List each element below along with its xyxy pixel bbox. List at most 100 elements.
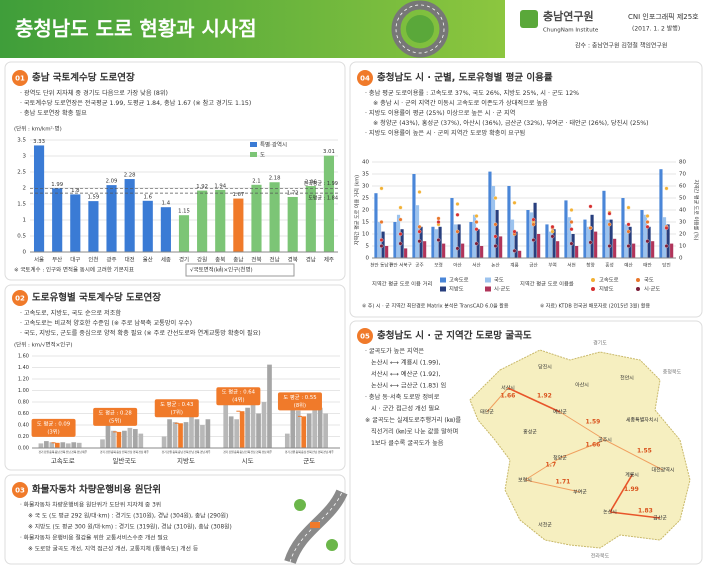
bar: [377, 222, 382, 258]
y-tick-label: 1.5: [17, 202, 26, 208]
point: [417, 190, 422, 194]
bar: [178, 423, 183, 448]
x-tick-label: 경북: [288, 257, 298, 264]
point: [474, 214, 479, 218]
y-tick-label: 0.40: [18, 423, 29, 429]
y2-axis-title: 지역간 평균 도로 이용률 (%): [693, 179, 700, 240]
bullet-text: ※ 지방도 (도 평균 300 원/대·km) : 경기도 (319원), 경남…: [28, 523, 232, 531]
bar: [434, 229, 439, 258]
bar-name: 경남: [77, 450, 83, 454]
curvature-value: 1.66: [586, 442, 601, 449]
curvature-link: [524, 457, 561, 481]
annotation-label: 도 평균 : 0.64: [222, 389, 256, 396]
bar: [160, 207, 171, 252]
bar: [122, 430, 127, 448]
y-tick-label: 20: [362, 208, 369, 214]
section-title: 충청남도 시 · 군별, 도로유형별 평균 이용률: [377, 72, 553, 84]
legend-label: 지방도: [599, 285, 614, 293]
y-tick-label: 25: [362, 196, 369, 202]
bullet-text: · 국토계수당 도로연장은 전국평균 1.99, 도평균 1.84, 충남 1.…: [20, 99, 251, 107]
annotation-rank: (4위): [232, 396, 244, 404]
legend-title: 지역간 평균 도로 이용률: [520, 280, 574, 288]
point: [569, 208, 574, 212]
section-number: 04: [360, 75, 370, 83]
x-tick-label: 금산: [529, 262, 538, 269]
legend-swatch: [440, 286, 446, 292]
supervisor: 감수 : 충남연구원 김형철 책임연구원: [575, 42, 667, 50]
section-title: 충남 국토계수당 도로연장: [32, 72, 135, 84]
y-tick-label: 1: [23, 218, 27, 224]
x-tick-label: 제주: [324, 256, 334, 264]
point: [588, 240, 593, 245]
x-tick-label: 인천: [88, 256, 98, 264]
bar-name: 전북: [245, 450, 251, 454]
bar: [127, 427, 133, 448]
bar-name: 경기: [100, 450, 106, 454]
x-tick-label: 보령: [434, 262, 442, 269]
point: [512, 248, 517, 253]
bar: [124, 179, 135, 252]
panel: [4, 474, 346, 565]
bar-name: 경북: [194, 450, 200, 454]
footnote: ※ 주) 시 · 군 지역간 최단경로 Matrix 분석은 TransCAD …: [362, 303, 509, 310]
x-tick-label: 일반국도: [112, 456, 136, 465]
curvature-value: 1.59: [586, 419, 601, 426]
annotation-rank: (5위): [109, 416, 121, 424]
y-tick-label: 10: [362, 232, 369, 238]
bar: [643, 214, 648, 258]
bar: [49, 442, 55, 448]
bar: [564, 200, 568, 258]
point: [550, 229, 555, 234]
bar: [306, 413, 312, 448]
bar: [138, 433, 144, 448]
bar: [197, 190, 208, 252]
bullet-text: ※ 도로망 굴곡도 개선, 지역 접근성 개선, 교통지체 (통행속도) 개선 …: [28, 545, 199, 553]
point: [626, 205, 631, 210]
bar: [431, 226, 435, 258]
bar-name: 경기: [223, 450, 229, 454]
bar: [250, 404, 256, 448]
x-tick-label: 홍성: [605, 262, 613, 269]
x-tick-label: 지방도: [177, 456, 195, 465]
formula-box: [185, 263, 295, 277]
bar: [552, 229, 556, 258]
bullet-text: ※ 굴곡도는 실제도로주행거리 (㎞)를: [365, 416, 461, 424]
value-label: 2.18: [269, 176, 281, 182]
x-tick-label: 경남: [306, 256, 316, 264]
point: [531, 238, 536, 242]
point: [455, 202, 460, 206]
legend-swatch: [440, 277, 446, 283]
bar: [65, 443, 71, 448]
point: [493, 244, 498, 248]
x-tick-label: 부산: [52, 256, 62, 264]
bar: [415, 205, 420, 258]
bar: [52, 188, 63, 252]
y2-tick-label: 0: [679, 256, 683, 262]
legend-label: 도: [260, 152, 265, 159]
point: [436, 216, 441, 221]
legend-label: 시·군도: [644, 286, 660, 293]
curvature-value: 1.7: [546, 462, 557, 469]
annotation-label: 도 평균 : 0.55: [283, 394, 316, 401]
bar: [200, 425, 205, 448]
bar-name: 충남: [55, 450, 61, 454]
bar: [457, 224, 461, 258]
point: [645, 220, 650, 224]
x-tick-label: 계룡: [510, 262, 518, 269]
legend-label: 특별·광역시: [260, 141, 287, 149]
place-name: 대전광역시: [651, 467, 674, 474]
bullet-text: · 굴곡도가 높은 지역은: [365, 347, 424, 355]
point: [398, 217, 403, 222]
bar: [70, 194, 81, 252]
bar-name: 충남: [240, 450, 246, 454]
bar: [423, 241, 427, 258]
point: [607, 211, 612, 216]
bar: [514, 231, 518, 258]
x-tick-label: 세종: [161, 256, 171, 264]
bar-name: 경남: [323, 450, 329, 454]
neighbor-name: 경기도: [593, 340, 607, 347]
unit-label: (단위 : km/√면적×인구): [14, 341, 73, 349]
curvature-link: [559, 411, 606, 441]
curvature-value: 1.99: [624, 486, 639, 493]
bar: [396, 214, 401, 258]
